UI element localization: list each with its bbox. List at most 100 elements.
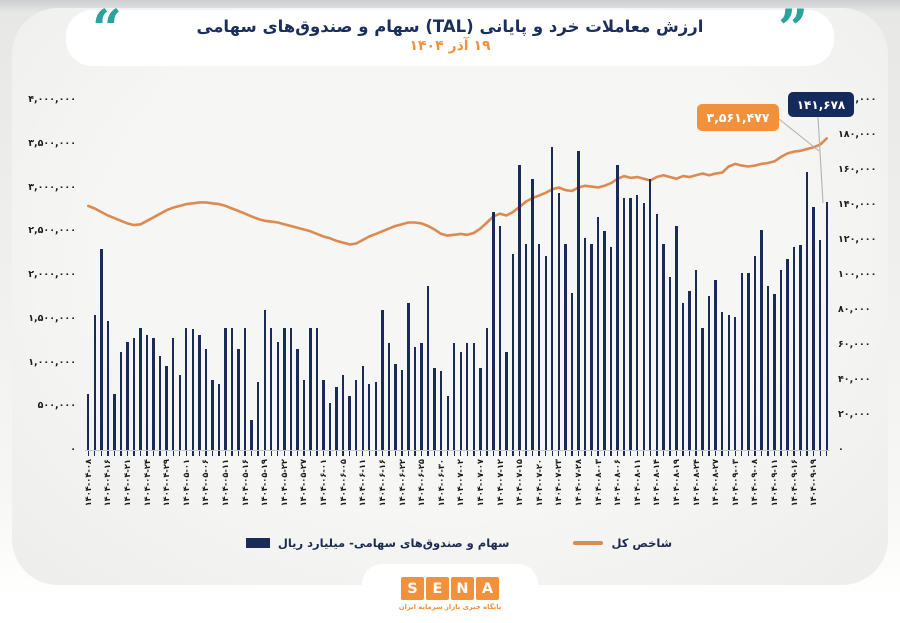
x-axis-date-label: ۱۴۰۴-۰۷-۱۲ xyxy=(494,459,505,507)
bar xyxy=(335,387,338,450)
x-tick xyxy=(623,451,625,456)
right-y-axis: ۲۰۰,۰۰۰ ۱۸۰,۰۰۰ ۱۶۰,۰۰۰ ۱۴۰,۰۰۰ ۱۲۰,۰۰۰ ۱۰۰,۰… xyxy=(838,0,898,460)
bar xyxy=(740,273,743,450)
plot-area xyxy=(85,100,830,456)
bar xyxy=(381,310,384,450)
x-tick xyxy=(512,451,514,456)
left-axis-tick-label: ۳,۵۰۰,۰۰۰ xyxy=(28,137,76,149)
x-tick xyxy=(538,451,540,456)
bar xyxy=(204,348,208,450)
page-title: ارزش معاملات خرد و پایانی (TAL) سهام و ص… xyxy=(196,17,704,36)
bar xyxy=(158,355,162,450)
x-tick xyxy=(120,451,122,456)
x-tick xyxy=(505,451,508,456)
x-tick xyxy=(545,451,547,456)
bar xyxy=(394,364,397,450)
bar xyxy=(446,395,449,450)
right-axis-tick-label: ۲۰۰,۰۰۰ xyxy=(838,94,877,105)
x-tick xyxy=(296,451,299,456)
bar xyxy=(185,327,188,450)
x-tick xyxy=(447,451,449,456)
bar xyxy=(413,346,417,450)
x-axis-date-label: ۱۴۰۴-۰۸-۰۳ xyxy=(592,459,603,507)
x-tick xyxy=(329,451,331,456)
bar xyxy=(459,352,462,450)
x-tick xyxy=(146,451,148,456)
bar xyxy=(492,212,495,450)
bar xyxy=(322,380,325,450)
bar xyxy=(753,255,757,450)
x-tick xyxy=(139,451,142,456)
bar xyxy=(799,245,802,450)
right-axis-tick-label: ۲۰,۰۰۰ xyxy=(838,409,871,420)
x-tick xyxy=(754,451,756,456)
x-tick xyxy=(440,451,442,456)
x-tick xyxy=(394,451,397,456)
x-axis-date-label: ۱۴۰۴-۰۷-۲۸ xyxy=(572,459,583,507)
bar xyxy=(681,303,685,450)
bar xyxy=(479,367,482,450)
x-tick xyxy=(211,451,214,456)
x-axis-date-label: ۱۴۰۴-۰۸-۰۶ xyxy=(612,459,623,507)
x-tick xyxy=(427,451,429,456)
x-tick xyxy=(584,451,586,456)
x-tick xyxy=(303,451,305,456)
x-tick xyxy=(126,451,129,456)
x-tick xyxy=(486,451,488,456)
bar xyxy=(100,248,103,450)
bar xyxy=(505,352,508,450)
bar xyxy=(636,194,639,450)
x-tick xyxy=(799,451,802,456)
x-axis-date-label: ۱۴۰۴-۰۵-۱۹ xyxy=(259,459,270,507)
bar xyxy=(132,338,136,450)
legend: شاخص کل سهام و صندوق‌های سهامی- میلیارد … xyxy=(245,536,672,550)
bar xyxy=(400,369,404,450)
x-tick xyxy=(597,451,599,456)
bar xyxy=(557,192,560,450)
x-tick xyxy=(388,451,390,456)
x-tick xyxy=(643,451,645,456)
x-tick xyxy=(283,451,285,456)
x-axis-date-label: ۱۴۰۴-۰۷-۱۵ xyxy=(514,459,525,507)
bar xyxy=(779,269,783,450)
x-tick xyxy=(290,451,292,456)
bar xyxy=(596,217,600,450)
close-quote-icon: ” xyxy=(778,0,808,60)
bar xyxy=(211,380,214,450)
x-tick xyxy=(414,451,416,456)
bar xyxy=(727,315,730,450)
x-tick xyxy=(531,451,534,456)
x-tick xyxy=(669,451,671,456)
x-axis-date-label: ۱۴۰۴-۰۶-۰۵ xyxy=(337,459,348,507)
bar xyxy=(786,259,789,450)
x-axis-date-label: ۱۴۰۴-۰۴-۱۶ xyxy=(102,459,113,507)
bar xyxy=(113,394,116,450)
bar xyxy=(453,343,456,450)
bar xyxy=(531,178,534,450)
legend-item-bars: سهام و صندوق‌های سهامی- میلیارد ریال xyxy=(245,536,509,550)
x-tick xyxy=(767,451,769,456)
x-tick xyxy=(152,451,155,456)
bar xyxy=(577,150,580,450)
legend-index-label: شاخص کل xyxy=(611,536,672,550)
x-tick xyxy=(159,451,161,456)
x-tick xyxy=(499,451,501,456)
bar xyxy=(439,371,443,450)
x-tick xyxy=(728,451,730,456)
x-tick xyxy=(165,451,168,456)
bar xyxy=(283,327,286,450)
x-tick xyxy=(551,451,553,456)
x-tick xyxy=(636,451,638,456)
bar xyxy=(106,320,110,450)
bar xyxy=(537,243,541,450)
left-axis-tick-label: ۴,۰۰۰,۰۰۰ xyxy=(28,94,76,105)
bar xyxy=(518,164,521,450)
bar xyxy=(93,315,96,450)
x-axis-date-label: ۱۴۰۴-۰۶-۱۶ xyxy=(376,459,387,507)
x-tick xyxy=(656,451,658,456)
x-axis-date-label: ۱۴۰۴-۰۵-۰۱ xyxy=(180,459,191,507)
x-tick xyxy=(812,451,815,456)
bar xyxy=(224,327,227,450)
bar xyxy=(805,171,809,450)
bar xyxy=(675,226,678,450)
